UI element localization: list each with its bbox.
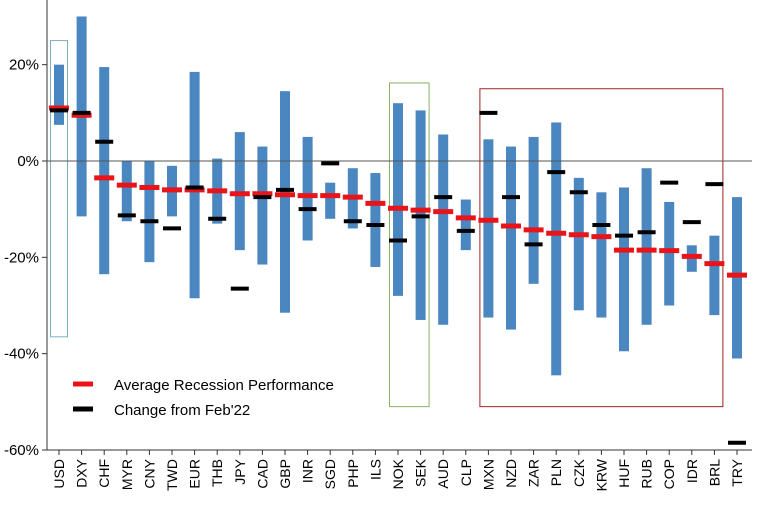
x-tick-label-try: TRY xyxy=(729,458,745,486)
range-bar-eur xyxy=(189,71,200,299)
x-tick-label-krw: KRW xyxy=(593,458,609,491)
range-bars xyxy=(54,16,742,376)
x-tick-label-usd: USD xyxy=(51,459,67,489)
x-tick-label-thb: THB xyxy=(209,459,225,487)
x-tick-label-jpy: JPY xyxy=(232,458,248,484)
range-bar-nok xyxy=(393,103,403,296)
x-tick-label-myr: MYR xyxy=(119,459,135,490)
range-bar-mxn xyxy=(483,139,494,318)
y-tick-label: -20% xyxy=(4,249,39,266)
range-bar-nzd xyxy=(506,146,516,330)
x-tick-label-sgd: SGD xyxy=(322,459,338,489)
range-bar-brl xyxy=(709,235,720,316)
x-tick-label-huf: HUF xyxy=(616,459,632,488)
x-tick-label-dxy: DXY xyxy=(74,458,90,487)
legend-change-label: Change from Feb'22 xyxy=(114,402,250,419)
range-bar-usd xyxy=(54,64,64,125)
x-tick-label-inr: INR xyxy=(300,459,316,483)
x-tick-label-sek: SEK xyxy=(413,458,429,487)
range-bar-huf xyxy=(619,187,629,352)
range-bar-jpy xyxy=(234,132,245,251)
highlight-box-2 xyxy=(479,88,724,408)
range-bar-gbp xyxy=(280,91,290,313)
range-bar-myr xyxy=(121,161,132,222)
x-tick-label-czk: CZK xyxy=(571,458,587,487)
x-tick-label-brl: BRL xyxy=(706,459,722,486)
range-bar-cop xyxy=(664,201,675,306)
y-tick-label: 20% xyxy=(9,57,39,74)
range-bar-cad xyxy=(257,146,268,265)
x-tick-label-idr: IDR xyxy=(684,459,700,483)
x-tick-label-nzd: NZD xyxy=(503,459,519,488)
x-tick-label-nok: NOK xyxy=(390,458,406,489)
x-tick-label-rub: RUB xyxy=(639,459,655,489)
x-tick-label-clp: CLP xyxy=(458,459,474,486)
x-tick-label-aud: AUD xyxy=(435,459,451,489)
range-bar-ils xyxy=(370,173,381,267)
range-bar-chf xyxy=(99,67,110,275)
x-tick-label-gbp: GBP xyxy=(277,459,293,489)
y-tick-label: -60% xyxy=(4,442,39,459)
x-tick-label-twd: TWD xyxy=(164,459,180,491)
x-tick-label-eur: EUR xyxy=(187,459,203,489)
y-tick-label: -40% xyxy=(4,346,39,363)
range-bar-cny xyxy=(144,161,155,263)
range-bar-rub xyxy=(641,168,652,325)
range-bar-zar xyxy=(528,136,539,284)
legend-average-label: Average Recession Performance xyxy=(114,377,334,394)
x-tick-label-zar: ZAR xyxy=(526,459,542,487)
x-tick-label-chf: CHF xyxy=(96,459,112,488)
legend: Average Recession Performance Change fro… xyxy=(73,377,334,419)
range-bar-try xyxy=(732,197,742,359)
highlight-box-0 xyxy=(50,40,68,338)
x-tick-label-pln: PLN xyxy=(548,459,564,486)
range-bar-pln xyxy=(551,122,562,376)
range-bar-clp xyxy=(460,199,471,251)
range-bar-sgd xyxy=(325,182,336,219)
x-tick-label-php: PHP xyxy=(345,459,361,488)
range-bar-krw xyxy=(596,192,607,318)
axes: -60% -40% -20% 0% 20% USD DXY CHF MYR CNY TWD EUR TH… xyxy=(4,0,752,491)
highlight-box-1 xyxy=(389,82,430,408)
x-tick-label-cad: CAD xyxy=(254,459,270,489)
x-tick-label-ils: ILS xyxy=(367,459,383,480)
x-tick-label-mxn: MXN xyxy=(480,459,496,490)
x-tick-label-cny: CNY xyxy=(141,458,157,488)
range-bar-aud xyxy=(438,134,449,325)
x-tick-label-cop: COP xyxy=(661,459,677,489)
y-tick-label: 0% xyxy=(17,153,39,170)
range-bar-inr xyxy=(302,136,313,241)
markers xyxy=(49,105,747,445)
highlight-boxes xyxy=(50,40,724,408)
range-bar-czk xyxy=(573,177,584,311)
